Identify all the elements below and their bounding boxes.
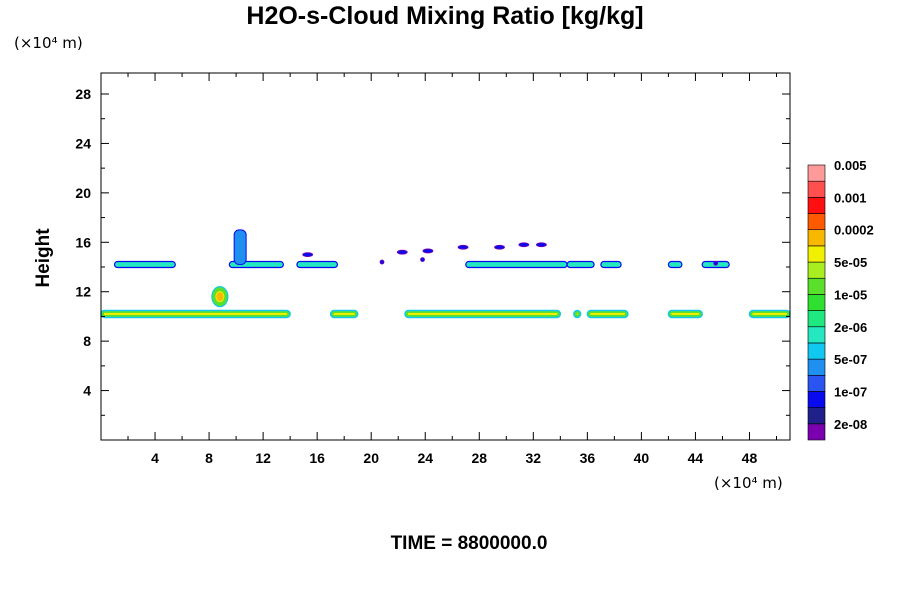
x-tick-label-8: 36 (580, 450, 596, 466)
lower-cloud-core-4 (590, 312, 625, 315)
x-tick-label-11: 48 (742, 450, 758, 466)
x-tick-label-3: 16 (309, 450, 325, 466)
cloud-fragment-5 (518, 242, 530, 248)
colorbar: 2e-08 1e-07 5e-07 2e-06 1e-05 5e-05 0.0002 0.00… (807, 158, 874, 441)
colorbar-swatch-10 (807, 261, 826, 279)
colorbar-swatch-2 (807, 391, 826, 408)
upper-cloud-segment-3 (465, 260, 568, 269)
colorbar-swatch-14 (807, 197, 826, 214)
upper-cloud-segment-0 (113, 260, 176, 269)
lower-cloud-core-0 (104, 312, 288, 315)
x-tick-label-4: 20 (363, 450, 379, 466)
colorbar-swatch-4 (807, 358, 826, 376)
colorbar-swatch-6 (807, 326, 826, 344)
cloud-fragment-1 (396, 249, 408, 255)
x-axis-unit: (×10⁴ m) (714, 474, 783, 492)
colorbar-swatch-15 (807, 180, 826, 198)
lower-cloud-core-3 (576, 312, 578, 315)
x-tick-label-7: 32 (526, 450, 542, 466)
x-tick-label-10: 44 (688, 450, 704, 466)
colorbar-label-8: 0.005 (834, 158, 867, 173)
x-tick-label-2: 12 (255, 450, 271, 466)
x-tick-label-5: 24 (417, 450, 433, 466)
colorbar-swatch-1 (807, 407, 826, 425)
lower-cloud-core-2 (407, 312, 558, 315)
y-tick-label-3: 16 (75, 234, 91, 250)
x-tick-label-1: 8 (205, 450, 213, 466)
cloud-fragment-7 (379, 259, 385, 265)
colorbar-swatch-3 (807, 374, 826, 392)
colorbar-swatch-7 (807, 310, 826, 328)
x-tick-label-6: 28 (471, 450, 487, 466)
colorbar-swatch-11 (807, 245, 826, 263)
upper-cloud-segment-4 (566, 260, 595, 269)
colorbar-swatch-0 (807, 423, 826, 441)
colorbar-label-0: 2e-08 (834, 417, 867, 432)
chart-title: H2O-s-Cloud Mixing Ratio [kg/kg] (246, 2, 643, 30)
y-tick-label-4: 20 (75, 185, 91, 201)
colorbar-swatch-16 (807, 164, 826, 182)
x-tick-label-0: 4 (151, 450, 159, 466)
y-axis-label: Height (33, 228, 54, 288)
colorbar-swatch-13 (807, 213, 826, 231)
cloud-fragment-0 (302, 252, 314, 258)
colorbar-swatch-12 (807, 229, 826, 247)
cloud-fragment-9 (713, 260, 719, 266)
y-tick-label-6: 28 (75, 86, 91, 102)
lower-cloud-core-6 (752, 312, 787, 315)
colorbar-label-1: 1e-07 (834, 384, 867, 399)
y-tick-label-1: 8 (83, 333, 91, 349)
y-axis-unit: (×10⁴ m) (14, 34, 83, 52)
cloud-fragment-8 (420, 257, 425, 262)
cloud-fragment-2 (422, 248, 434, 254)
time-label: TIME = 8800000.0 (391, 533, 548, 554)
colorbar-label-2: 5e-07 (834, 352, 867, 367)
lower-cloud-core-1 (333, 312, 355, 315)
colorbar-swatch-8 (807, 294, 826, 311)
colorbar-label-4: 1e-05 (834, 287, 867, 302)
tower-core (215, 291, 225, 303)
x-tick-label-9: 40 (634, 450, 650, 466)
cloud-fragment-3 (457, 244, 469, 250)
colorbar-label-6: 0.0002 (834, 223, 874, 238)
colorbar-swatch-5 (807, 342, 826, 360)
y-tick-label-0: 4 (83, 383, 91, 399)
plot-frame (100, 72, 791, 441)
upper-cloud-segment-2 (296, 260, 339, 269)
cloud-fragment-4 (494, 244, 505, 250)
cloud-fragment-6 (536, 242, 547, 248)
upper-cloud-segment-5 (600, 260, 622, 269)
tower-upper-column (233, 229, 247, 266)
y-tick-label-5: 24 (75, 135, 91, 151)
lower-cloud-core-5 (671, 312, 700, 315)
cloud-field (100, 229, 791, 319)
colorbar-label-7: 0.001 (834, 190, 867, 205)
colorbar-swatch-9 (807, 277, 826, 295)
colorbar-label-5: 5e-05 (834, 255, 867, 270)
upper-cloud-segment-6 (667, 260, 683, 269)
colorbar-label-3: 2e-06 (834, 320, 867, 335)
y-tick-label-2: 12 (75, 284, 91, 300)
